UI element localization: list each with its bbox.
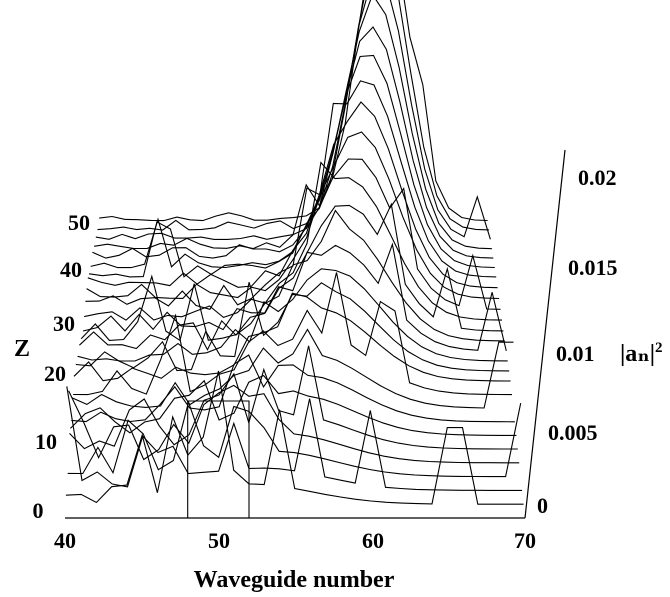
x-axis-label: Waveguide number [194, 567, 395, 593]
trace-z-50 [97, 0, 490, 231]
z-tick-40: 40 [60, 257, 82, 282]
amp-axis-label: |aₙ|2 [620, 340, 663, 367]
trace-group [65, 0, 525, 519]
x-tick-40: 40 [54, 528, 76, 553]
trace-z-28 [80, 209, 505, 342]
trace-z-2 [65, 370, 524, 505]
amp-tick-0005: 0.005 [548, 420, 598, 445]
z-tick-30: 30 [53, 311, 75, 336]
z-tick-50: 50 [68, 210, 90, 235]
trace-z-32 [84, 161, 503, 321]
axes [65, 149, 566, 519]
amp-tick-002: 0.02 [578, 165, 617, 190]
z-tick-0: 0 [33, 498, 44, 523]
z-axis-label: Z [14, 336, 30, 362]
trace-z-16 [71, 328, 514, 409]
amp-tick-0015: 0.015 [568, 255, 618, 280]
trace-z-38 [87, 101, 498, 289]
trace-z-26 [79, 242, 507, 352]
trace-z-24 [77, 268, 508, 362]
trace-z-30 [82, 202, 504, 332]
z-tick-20: 20 [44, 361, 66, 386]
trace-z-18 [73, 272, 513, 396]
trace-z-46 [94, 0, 492, 250]
amp-axis-label-sup: 2 [655, 340, 663, 356]
amp-tick-0: 0 [537, 493, 548, 518]
amp-tick-001: 0.01 [556, 341, 595, 366]
trace-z-14 [71, 354, 515, 423]
trace-z-44 [92, 26, 494, 259]
trace-z-6 [67, 400, 522, 478]
x-tick-50: 50 [208, 528, 230, 553]
trace-z-40 [88, 80, 497, 278]
trace-z-8 [68, 384, 520, 464]
trace-z-0 [65, 400, 525, 519]
amp-axis-label-base: |aₙ| [620, 341, 655, 367]
z-tick-10: 10 [35, 429, 57, 454]
x-tick-60: 60 [362, 528, 384, 553]
trace-z-12 [70, 374, 517, 436]
x-tick-70: 70 [514, 528, 536, 553]
trace-z-22 [75, 282, 510, 372]
trace-z-36 [86, 131, 500, 300]
amplitude-axis-line [524, 149, 566, 519]
trace-z-52 [99, 0, 488, 222]
trace-z-20 [73, 292, 511, 382]
